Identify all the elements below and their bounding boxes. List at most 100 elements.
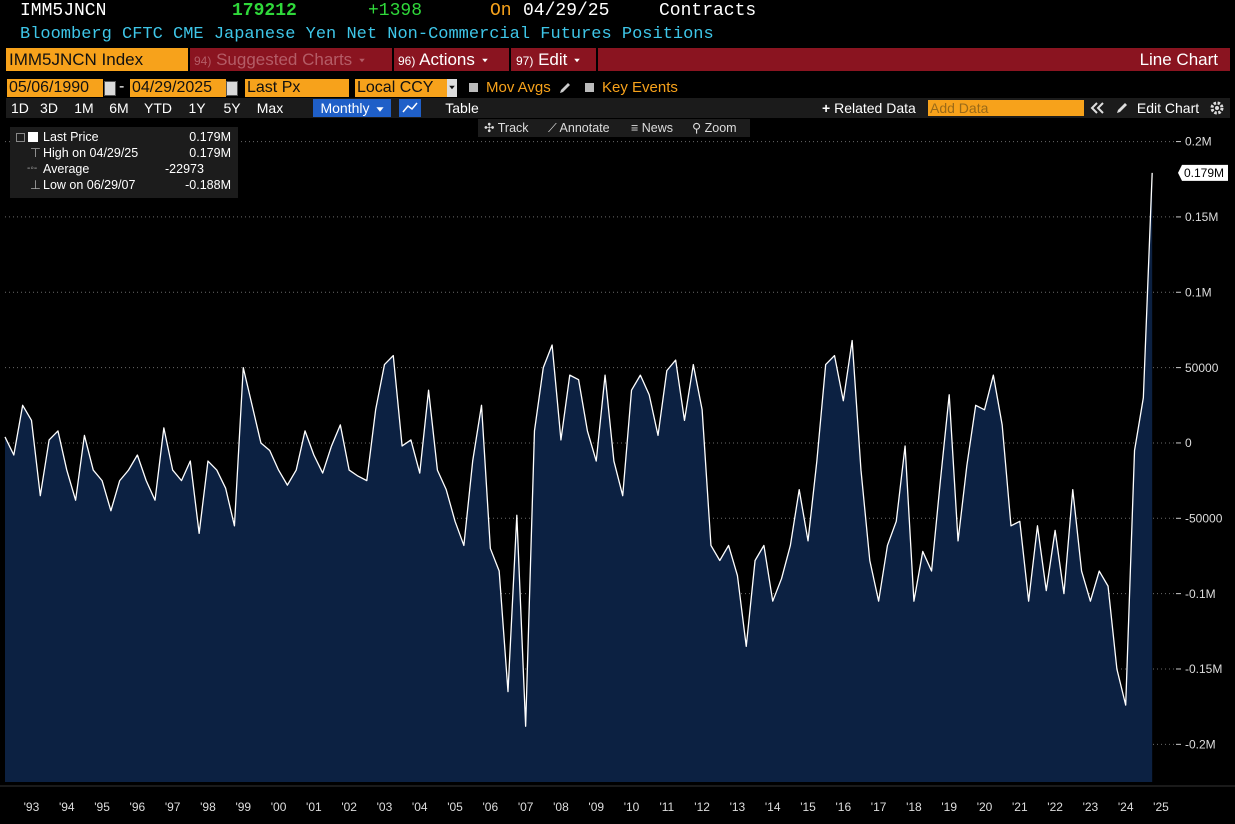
- chart-tools: [478, 119, 750, 137]
- x-tick-label: '00: [271, 800, 287, 814]
- period-button[interactable]: 1D: [11, 100, 29, 116]
- legend-row: -◦- Average -22973: [27, 162, 204, 176]
- related-label: Related Data: [834, 100, 916, 116]
- y-tick-label: 0.15M: [1185, 210, 1218, 224]
- period-button[interactable]: 1Y: [188, 100, 206, 116]
- legend-value: -22973: [165, 162, 204, 176]
- field-select[interactable]: Last Px: [245, 79, 349, 97]
- legend-row: Last Price 0.179M: [10, 129, 238, 145]
- tool-label: Track: [497, 121, 529, 135]
- x-tick-label: '22: [1047, 800, 1063, 814]
- legend-value: 0.179M: [189, 146, 231, 160]
- annotate-tool[interactable]: ⟋ Annotate: [548, 121, 610, 135]
- y-tick-label: -0.15M: [1185, 662, 1222, 676]
- menu-label: Actions: [419, 50, 475, 69]
- mov-avgs[interactable]: Mov Avgs: [486, 79, 551, 96]
- tool-label: News: [641, 121, 674, 135]
- x-tick-label: '97: [165, 800, 181, 814]
- period-button[interactable]: 3D: [40, 100, 58, 116]
- x-tick-label: '99: [235, 800, 251, 814]
- currency-select[interactable]: Local CCY: [355, 79, 447, 97]
- legend-row: ⊤ High on 04/29/25 0.179M: [30, 146, 231, 160]
- end-date[interactable]: 04/29/2025: [130, 79, 226, 97]
- menu-number: 94): [194, 54, 212, 68]
- value-label-box: [1178, 164, 1228, 181]
- value-label: 0.179M: [1184, 166, 1224, 180]
- x-tick-label: '93: [24, 800, 40, 814]
- header: IMM5JNCN 179212 +1398 On 04/29/25 Contra…: [0, 0, 1235, 23]
- menu-edit[interactable]: 97) Edit: [516, 48, 581, 73]
- tool-label: Annotate: [559, 121, 610, 135]
- x-tick-label: '16: [836, 800, 852, 814]
- x-tick-label: '12: [694, 800, 710, 814]
- line: [4, 172, 1153, 727]
- x-tick-label: '19: [941, 800, 957, 814]
- y-tick-label: -0.2M: [1185, 737, 1216, 751]
- ticker: IMM5JNCN: [20, 1, 107, 21]
- x-tick-label: '15: [800, 800, 816, 814]
- toolbar-bar: [190, 48, 1230, 71]
- track-tool[interactable]: ✣ Track: [484, 121, 529, 135]
- change: +1398: [368, 1, 423, 21]
- calendar-icon[interactable]: [226, 81, 238, 96]
- y-tick-label: 0.2M: [1185, 135, 1212, 149]
- view-name: Line Chart: [1139, 50, 1218, 69]
- chart-type-icon[interactable]: [399, 99, 421, 117]
- zoom-tool[interactable]: ⚲ Zoom: [692, 121, 737, 135]
- news-tool[interactable]: ≡ News: [631, 121, 674, 135]
- toolbar: IMM5JNCN Index 94) Suggested Charts 96) …: [0, 48, 1235, 71]
- x-tick-label: '08: [553, 800, 569, 814]
- description-text: Bloomberg CFTC CME Japanese Yen Net Non-…: [20, 25, 714, 44]
- table-button[interactable]: Table: [445, 100, 479, 116]
- calendar-icon[interactable]: [104, 81, 116, 96]
- checkbox[interactable]: [585, 83, 594, 92]
- gear-icon[interactable]: [1209, 100, 1225, 116]
- dropdown-button[interactable]: [447, 79, 457, 97]
- start-date[interactable]: 05/06/1990: [7, 79, 103, 97]
- related-data[interactable]: + Related Data: [822, 100, 916, 116]
- x-tick-label: '06: [483, 800, 499, 814]
- legend-row: ⊥ Low on 06/29/07 -0.188M: [30, 178, 231, 192]
- x-tick-label: '11: [659, 800, 674, 814]
- pencil-icon[interactable]: [558, 81, 572, 95]
- add-data-input[interactable]: Add Data: [928, 100, 1084, 116]
- menu-number: 96): [398, 54, 416, 68]
- x-tick-label: '21: [1012, 800, 1028, 814]
- y-tick-label: 50000: [1185, 361, 1219, 375]
- y-tick-label: 0: [1185, 436, 1192, 450]
- x-tick-label: '17: [871, 800, 887, 814]
- x-tick-label: '98: [200, 800, 216, 814]
- period-button[interactable]: Max: [256, 100, 284, 116]
- x-tick-label: '20: [977, 800, 993, 814]
- checkbox[interactable]: [469, 83, 478, 92]
- legend-label: Low on 06/29/07: [43, 178, 136, 192]
- key-events[interactable]: Key Events: [602, 79, 678, 96]
- x-tick-label: '23: [1083, 800, 1099, 814]
- x-tick-label: '04: [412, 800, 428, 814]
- collapse-icon[interactable]: [1090, 101, 1106, 115]
- security-field[interactable]: IMM5JNCN Index: [6, 48, 188, 71]
- x-tick-label: '14: [765, 800, 781, 814]
- menu-suggested[interactable]: 94) Suggested Charts: [194, 48, 366, 73]
- x-tick-label: '03: [377, 800, 393, 814]
- menu-label: Edit: [538, 50, 568, 69]
- menu-label: Suggested Charts: [216, 50, 353, 69]
- menu-actions[interactable]: 96) Actions: [398, 48, 489, 73]
- unit: Contracts: [659, 1, 757, 21]
- last-value: 179212: [232, 1, 297, 21]
- period-button[interactable]: 6M: [109, 100, 129, 116]
- pencil-icon[interactable]: [1115, 101, 1129, 115]
- legend: Last Price 0.179M ⊤ High on 04/29/25 0.1…: [10, 127, 238, 198]
- period-button[interactable]: 1M: [74, 100, 94, 116]
- period-button[interactable]: YTD: [144, 100, 172, 116]
- x-tick-label: '94: [59, 800, 75, 814]
- x-tick-label: '18: [906, 800, 922, 814]
- frequency-button[interactable]: Monthly: [313, 99, 391, 117]
- edit-chart[interactable]: Edit Chart: [1136, 100, 1200, 116]
- legend-label: Last Price: [43, 130, 99, 144]
- x-tick-label: '01: [306, 800, 322, 814]
- frequency-label: Monthly: [320, 100, 370, 116]
- period-button[interactable]: 5Y: [223, 100, 241, 116]
